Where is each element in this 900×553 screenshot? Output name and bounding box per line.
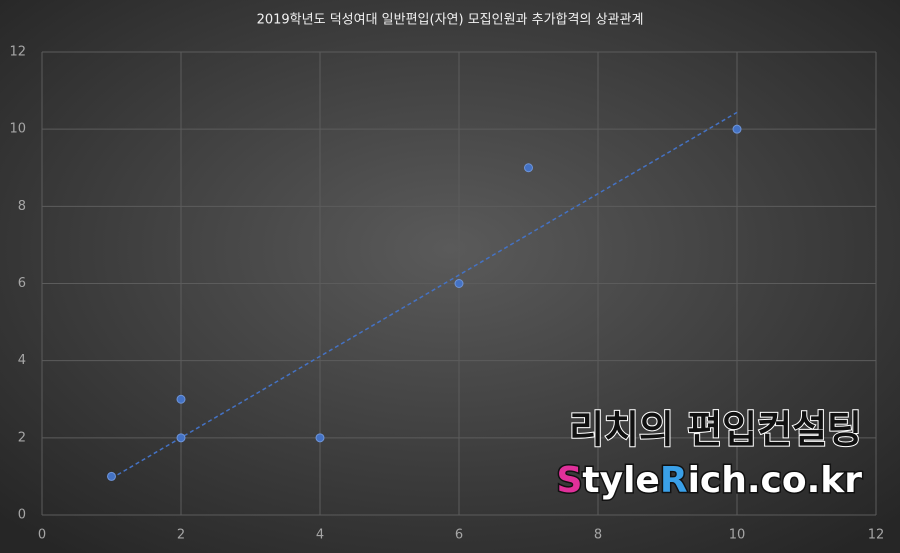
point: [732, 124, 742, 134]
y-tick-label: 0: [18, 508, 26, 523]
y-tick-label: 6: [18, 276, 26, 291]
y-tick-label: 10: [9, 122, 26, 137]
y-tick-label: 12: [9, 45, 26, 60]
chart-title: 2019학년도 덕성여대 일반편입(자연) 모집인원과 추가합격의 상관관계: [257, 13, 644, 28]
y-tick-label: 8: [18, 199, 26, 214]
watermark-part: R: [660, 460, 688, 501]
x-tick-label: 8: [594, 528, 602, 543]
watermark-part: tyle: [582, 460, 659, 501]
trendline: [111, 111, 738, 479]
watermark-part: ich.co.kr: [688, 460, 863, 501]
point: [176, 394, 186, 404]
x-tick-label: 4: [316, 528, 324, 543]
watermark-part: S: [556, 460, 582, 501]
watermark-url: StyleRich.co.kr: [556, 460, 862, 501]
point: [176, 433, 186, 443]
x-tick-label: 0: [38, 528, 46, 543]
point: [107, 471, 116, 481]
point: [524, 163, 533, 173]
y-tick-label: 4: [18, 353, 26, 368]
x-tick-label: 12: [868, 528, 885, 543]
watermark-title: 리치의 편입컨설팅: [569, 408, 862, 452]
y-tick-label: 2: [18, 430, 26, 445]
x-tick-label: 2: [177, 528, 185, 543]
x-tick-label: 6: [455, 528, 463, 543]
point: [315, 433, 325, 443]
x-tick-label: 10: [729, 528, 746, 543]
point: [454, 279, 464, 288]
